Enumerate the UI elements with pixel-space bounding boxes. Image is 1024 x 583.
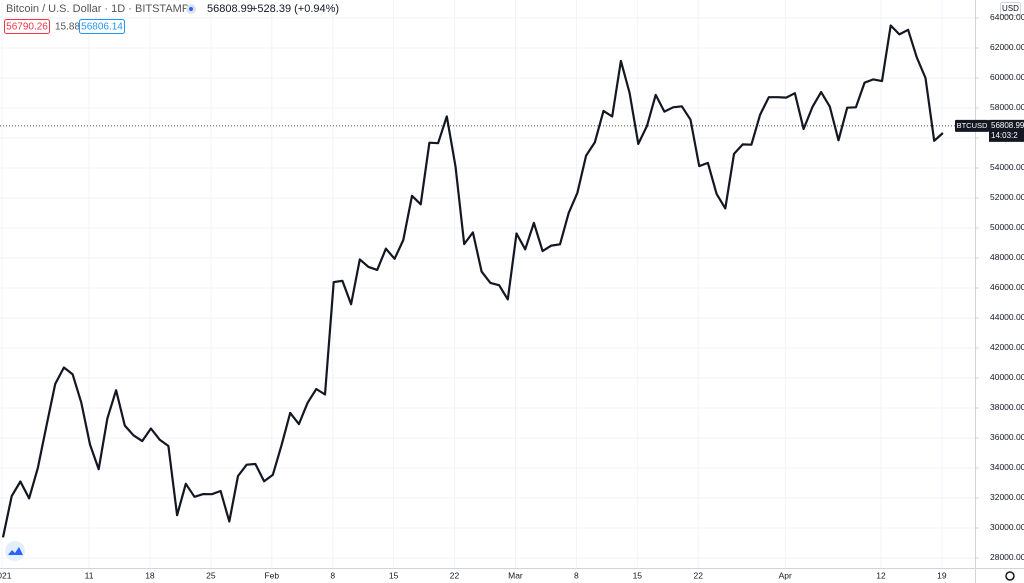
y-tick-label: 30000.00 [990,522,1024,532]
bid-price: 56790.26 [6,22,48,33]
price-change: +528.39 (+0.94%) [251,3,339,15]
x-tick-label: Mar [508,570,523,580]
price-label-box [989,119,1024,142]
x-tick-label: 12 [876,570,886,580]
bid-box [4,19,50,34]
currency[interactable]: USD [1002,4,1019,13]
countdown: 14:03:2 [991,131,1018,140]
y-tick-label: 58000.00 [990,102,1024,112]
x-tick-label: 22 [693,570,703,580]
y-tick-label: 42000.00 [990,342,1024,352]
x-tick-label: 19 [937,570,947,580]
y-tick-label: 46000.00 [990,282,1024,292]
market-dot [189,7,193,11]
price-line [1,24,944,538]
symbol-title: Bitcoin / U.S. Dollar · 1D · BITSTAMP [6,3,189,15]
y-tick-label: 64000.00 [990,12,1024,22]
symbol-label-box [955,119,989,132]
tv-logo[interactable] [5,541,25,561]
last-price: 56808.99 [207,3,253,15]
x-tick-label: 22 [450,570,460,580]
currency-box[interactable] [1000,2,1021,16]
y-tick-label: 28000.00 [990,552,1024,562]
spread: 15.88 [55,22,80,33]
symbol-label: BTCUSD [957,121,988,130]
price-label: 56808.99 [991,121,1024,130]
settings-gear[interactable] [1005,571,1015,581]
y-tick-label: 40000.00 [990,372,1024,382]
ask-box [79,19,125,34]
x-tick-label: 15 [389,570,399,580]
x-tick-label: 8 [330,570,335,580]
y-tick-label: 62000.00 [990,42,1024,52]
y-tick-label: 34000.00 [990,462,1024,472]
y-tick-label: 54000.00 [990,162,1024,172]
x-tick-label: 25 [206,570,216,580]
ask-price: 56806.14 [81,22,123,33]
y-tick-label: 52000.00 [990,192,1024,202]
x-tick-label: 18 [145,570,155,580]
x-tick-label: Feb [264,570,279,580]
y-tick-label: 60000.00 [990,72,1024,82]
y-tick-label: 44000.00 [990,312,1024,322]
x-tick-label: 2021 [0,570,12,580]
y-tick-label: 50000.00 [990,222,1024,232]
x-tick-label: 11 [85,570,94,580]
x-tick-label: Apr [779,570,792,580]
y-tick-label: 36000.00 [990,432,1024,442]
y-tick-label: 38000.00 [990,402,1024,412]
x-tick-label: 15 [633,570,643,580]
y-tick-label: 48000.00 [990,252,1024,262]
x-tick-label: 8 [574,570,579,580]
y-tick-label: 32000.00 [990,492,1024,502]
